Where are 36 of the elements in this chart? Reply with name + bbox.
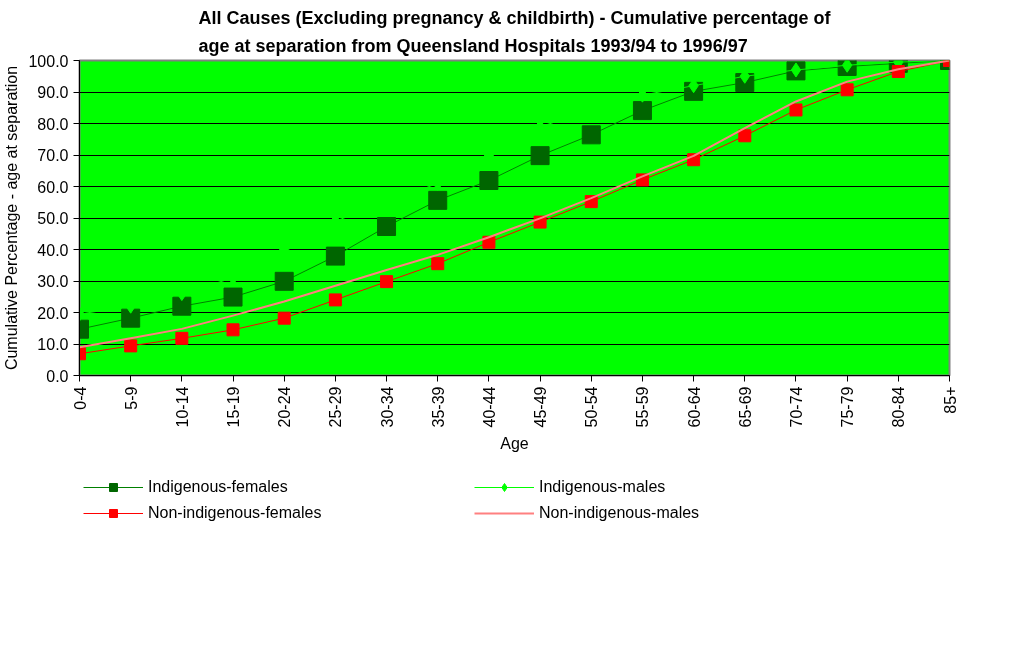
y-tick-label: 60.0 (37, 178, 69, 196)
y-tick-label: 0.0 (46, 367, 69, 385)
legend-label: Non-indigenous-males (539, 504, 701, 522)
y-tick-label: 10.0 (37, 336, 69, 353)
legend-label: Non-indigenous-females (148, 504, 323, 522)
x-axis-title: Age (500, 435, 529, 453)
x-tick-label: 15-19 (225, 386, 243, 428)
x-tick-label: 70-74 (787, 386, 805, 428)
legend-label: Indigenous-males (539, 478, 667, 496)
y-tick-label: 100.0 (28, 52, 69, 70)
x-tick-label: 80-84 (890, 386, 908, 428)
x-tick-label: 10-14 (173, 386, 191, 428)
x-tick-label: 50-54 (583, 386, 601, 428)
x-tick-label: 45-49 (532, 386, 550, 428)
x-tick-label: 0-4 (71, 386, 89, 410)
y-tick-label: 50.0 (37, 210, 69, 227)
y-tick-label: 70.0 (37, 147, 69, 164)
x-tick-label: 30-34 (378, 386, 396, 428)
y-tick-label: 80.0 (37, 115, 69, 133)
y-tick-label: 90.0 (37, 84, 69, 101)
x-tick-label: 60-64 (685, 386, 703, 428)
x-tick-label: 25-29 (327, 386, 345, 428)
x-tick-label: 65-69 (736, 386, 754, 428)
y-axis-title: Cumulative Percentage - age at separation (3, 65, 21, 371)
x-tick-label: 5-9 (122, 386, 140, 410)
y-tick-label: 30.0 (37, 273, 69, 290)
legend-label: Indigenous-females (148, 478, 289, 496)
chart-title: All Causes (Excluding pregnancy & childbirth) - Cumulative percentage of age at separation from Queensland Hospitals 1993/94 to 1996/97 (198, 7, 832, 56)
x-tick-label: 55-59 (634, 386, 652, 428)
y-tick-label: 20.0 (37, 304, 69, 322)
x-tick-label: 40-44 (480, 386, 498, 428)
x-tick-label: 75-79 (839, 386, 857, 428)
x-tick-label: 85+ (941, 386, 959, 414)
y-tick-label: 40.0 (37, 241, 69, 259)
x-tick-label: 35-39 (429, 386, 447, 428)
x-tick-label: 20-24 (276, 386, 294, 428)
